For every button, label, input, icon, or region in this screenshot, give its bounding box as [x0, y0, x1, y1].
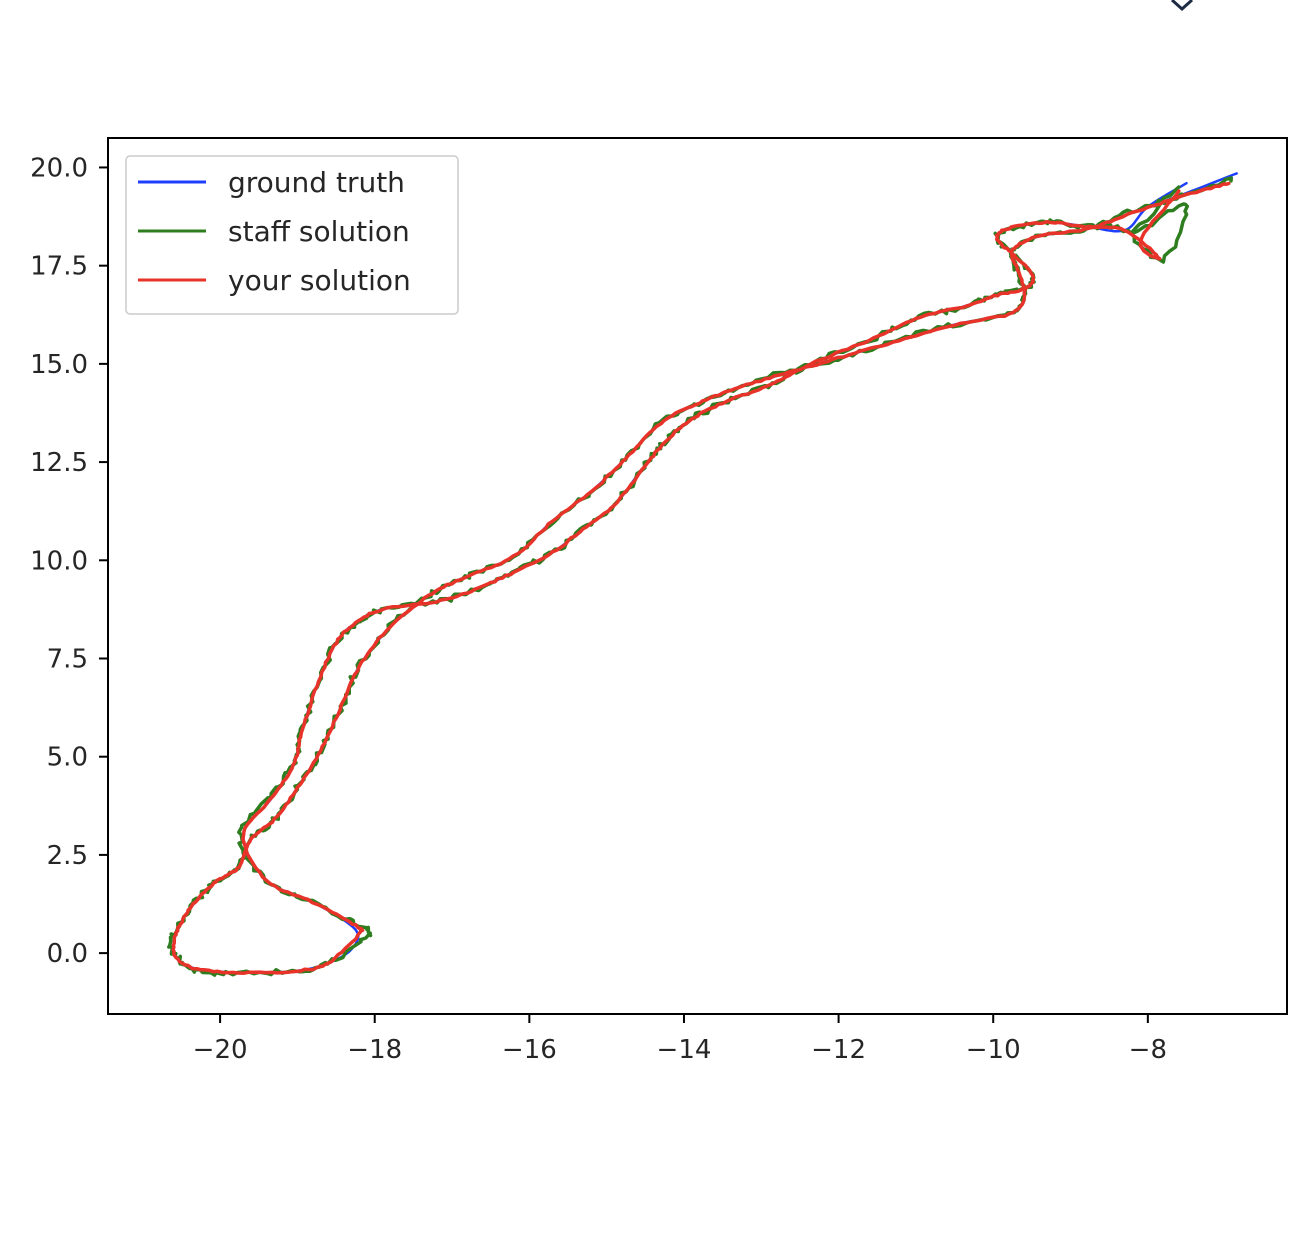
x-tick-label: −12 — [811, 1035, 866, 1065]
y-tick-label: 7.5 — [47, 644, 88, 674]
series-layer — [167, 172, 1238, 977]
legend-label-ground-truth: ground truth — [228, 166, 405, 199]
x-tick-label: −10 — [966, 1035, 1021, 1065]
plot-frame — [107, 137, 1288, 1015]
x-tick-label: −18 — [347, 1035, 402, 1065]
legend: ground truth staff solution your solutio… — [125, 155, 459, 315]
legend-box — [125, 155, 459, 315]
y-tick-label: 15.0 — [30, 350, 88, 380]
corner-arrow-icon — [1170, 0, 1194, 12]
y-tick-label: 5.0 — [47, 743, 88, 773]
x-tick-label: −8 — [1129, 1035, 1167, 1065]
x-tick-label: −14 — [657, 1035, 712, 1065]
y-tick-label: 17.5 — [30, 252, 88, 282]
legend-label-staff-solution: staff solution — [228, 215, 410, 248]
y-axis-ticks: 0.0 2.5 5.0 7.5 10.0 12.5 15.0 17.5 20.0 — [30, 153, 108, 969]
y-tick-label: 20.0 — [30, 153, 88, 183]
x-tick-label: −16 — [502, 1035, 557, 1065]
x-axis-ticks: −20 −18 −16 −14 −12 −10 −8 — [193, 1014, 1167, 1065]
y-tick-label: 10.0 — [30, 546, 88, 576]
y-tick-label: 0.0 — [47, 939, 88, 969]
x-tick-label: −20 — [193, 1035, 248, 1065]
series-your-solution — [171, 181, 1231, 975]
y-tick-label: 12.5 — [30, 448, 88, 478]
y-tick-label: 2.5 — [47, 841, 88, 871]
legend-label-your-solution: your solution — [228, 264, 411, 297]
